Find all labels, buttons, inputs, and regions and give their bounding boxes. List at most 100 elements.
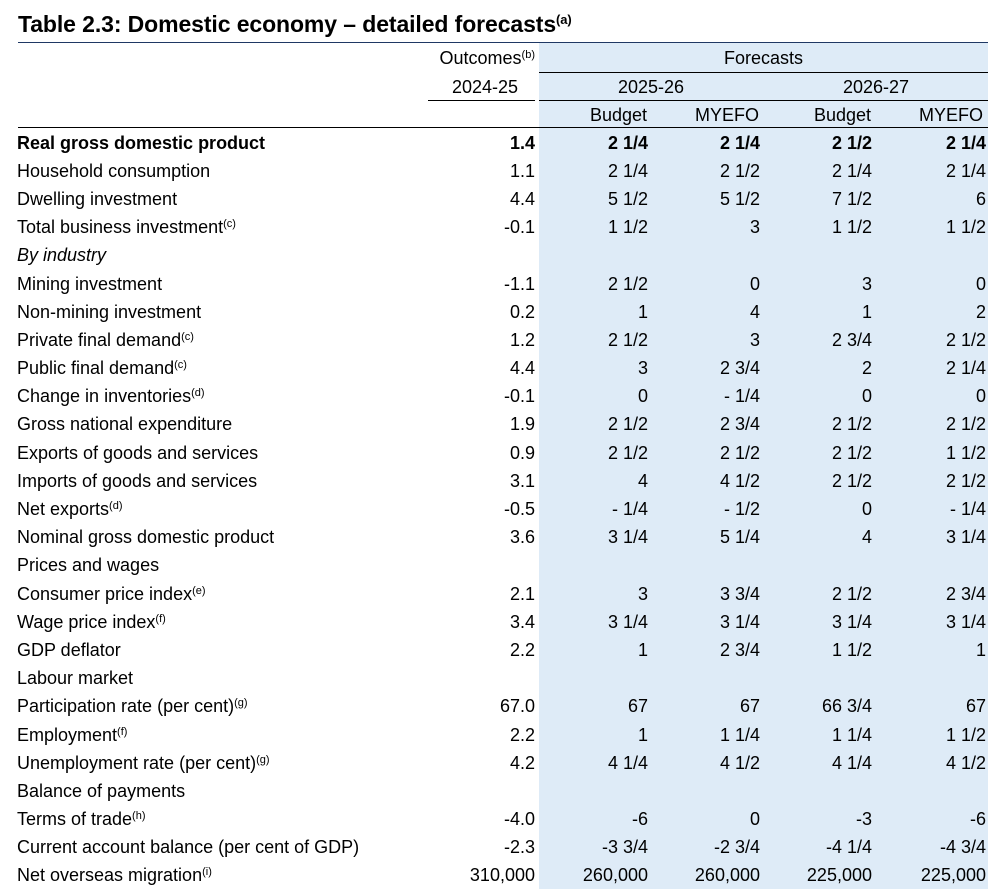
row-value: -4.0 bbox=[503, 809, 535, 830]
row-value bbox=[535, 665, 648, 693]
row-label: Mining investment bbox=[17, 273, 163, 294]
row-value: 0 bbox=[975, 273, 986, 294]
table-row: Nominal gross domestic product 3.6 3 1/4 5 … bbox=[0, 524, 986, 552]
row-value: 66 3/4 bbox=[821, 696, 872, 717]
table-row: Net overseas migration(i) 310,000 260,000 2… bbox=[0, 862, 986, 890]
row-value: 225,000 bbox=[806, 865, 872, 886]
row-value: 2 1/4 bbox=[607, 160, 648, 181]
table-row: Terms of trade(h) -4.0 -6 0 -3 -6 bbox=[0, 806, 986, 834]
table-row: Total business investment(c) -0.1 1 1/2 3 1 … bbox=[0, 214, 986, 242]
row-value: 2 1/2 bbox=[831, 132, 872, 153]
year2-header: 2026-27 bbox=[842, 77, 910, 97]
row-value: -4 1/4 bbox=[825, 837, 872, 858]
row-value: - 1/4 bbox=[611, 499, 648, 520]
row-value: 2 1/2 bbox=[719, 160, 760, 181]
row-value: 1 bbox=[975, 639, 986, 660]
row-value bbox=[535, 242, 648, 270]
row-value: -0.1 bbox=[503, 217, 535, 238]
row-label: Unemployment rate (per cent)(g) bbox=[17, 752, 270, 773]
row-value: 1 bbox=[637, 301, 648, 322]
row-value: -4 3/4 bbox=[939, 837, 986, 858]
row-label: Consumer price index(e) bbox=[17, 583, 206, 604]
row-value: 3 bbox=[637, 358, 648, 379]
row-value: 1 bbox=[637, 639, 648, 660]
row-value: 3.4 bbox=[509, 611, 535, 632]
table-row: Non-mining investment 0.2 1 4 1 2 bbox=[0, 298, 986, 326]
row-label: Public final demand(c) bbox=[17, 358, 187, 379]
row-value: 3 1/4 bbox=[719, 611, 760, 632]
row-label: By industry bbox=[17, 245, 107, 266]
row-value: 3 bbox=[749, 329, 760, 350]
row-value: 5 1/2 bbox=[607, 188, 648, 209]
row-value bbox=[872, 552, 986, 580]
row-value bbox=[648, 242, 760, 270]
row-value bbox=[430, 777, 535, 805]
table-row: Exports of goods and services 0.9 2 1/2 2 1… bbox=[0, 439, 986, 467]
table-row: Balance of payments bbox=[0, 777, 986, 805]
row-value: - 1/4 bbox=[723, 386, 760, 407]
row-value: 310,000 bbox=[469, 865, 535, 886]
row-value: -0.1 bbox=[503, 386, 535, 407]
row-value: 2 1/4 bbox=[607, 132, 648, 153]
table-row: Change in inventories(d) -0.1 0 - 1/4 0 0 bbox=[0, 383, 986, 411]
row-label: Dwelling investment bbox=[17, 188, 178, 209]
years-rule bbox=[539, 100, 988, 101]
row-value: 1 1/2 bbox=[607, 217, 648, 238]
row-value: 4 1/4 bbox=[607, 752, 648, 773]
row-value: 67.0 bbox=[499, 696, 535, 717]
row-value: 3 1/4 bbox=[945, 527, 986, 548]
title-rule bbox=[18, 42, 988, 43]
table-row: Wage price index(f) 3.4 3 1/4 3 1/4 3 1/4 3 1… bbox=[0, 608, 986, 636]
row-value: 2 1/4 bbox=[719, 132, 760, 153]
row-label: Exports of goods and services bbox=[17, 442, 259, 463]
row-value: -3 3/4 bbox=[601, 837, 648, 858]
row-value bbox=[760, 242, 872, 270]
row-value: 1 bbox=[637, 724, 648, 745]
row-value: 1 1/2 bbox=[945, 442, 986, 463]
row-value bbox=[760, 777, 872, 805]
row-value: 4.4 bbox=[509, 188, 535, 209]
row-value: 5 1/2 bbox=[719, 188, 760, 209]
row-value: 1 1/4 bbox=[831, 724, 872, 745]
row-value bbox=[760, 552, 872, 580]
table-row: Gross national expenditure 1.9 2 1/2 2 3/4 2… bbox=[0, 411, 986, 439]
row-value: 2 1/2 bbox=[719, 442, 760, 463]
row-value: 260,000 bbox=[694, 865, 760, 886]
row-value bbox=[430, 242, 535, 270]
table-row: Real gross domestic product 1.4 2 1/4 2 1/4… bbox=[0, 129, 986, 157]
row-label: Total business investment(c) bbox=[17, 217, 236, 238]
header-rule bbox=[18, 127, 988, 128]
row-value bbox=[430, 665, 535, 693]
row-value: 3 1/4 bbox=[607, 611, 648, 632]
row-value: - 1/2 bbox=[723, 499, 760, 520]
table-row: Mining investment -1.1 2 1/2 0 3 0 bbox=[0, 270, 986, 298]
row-value: 0.2 bbox=[509, 301, 535, 322]
table-row: Consumer price index(e) 2.1 3 3 3/4 2 1/2 2 3… bbox=[0, 580, 986, 608]
row-value bbox=[535, 777, 648, 805]
row-value: 67 bbox=[739, 696, 760, 717]
row-value bbox=[648, 777, 760, 805]
table-row: Current account balance (per cent of GDP… bbox=[0, 834, 986, 862]
row-value: 2.1 bbox=[509, 583, 535, 604]
forecast-shading bbox=[539, 43, 988, 889]
row-label: Net overseas migration(i) bbox=[17, 865, 212, 886]
table-row: By industry bbox=[0, 242, 986, 270]
table-row: Unemployment rate (per cent)(g) 4.2 4 1/4 4… bbox=[0, 749, 986, 777]
row-value: 2 3/4 bbox=[831, 329, 872, 350]
row-value: 1 1/2 bbox=[831, 639, 872, 660]
table-row: Prices and wages bbox=[0, 552, 986, 580]
row-value: 3.6 bbox=[509, 527, 535, 548]
row-label: Terms of trade(h) bbox=[17, 809, 146, 830]
row-value: 2.2 bbox=[509, 639, 535, 660]
row-value: 1 1/4 bbox=[719, 724, 760, 745]
row-label: Current account balance (per cent of GDP… bbox=[17, 837, 360, 858]
sub-myefo-2: MYEFO bbox=[918, 105, 983, 125]
row-value: 4 1/2 bbox=[945, 752, 986, 773]
row-value: 7 1/2 bbox=[831, 188, 872, 209]
row-value: 0 bbox=[861, 499, 872, 520]
outcomes-header: Outcomes(b) bbox=[439, 48, 535, 68]
row-value: 2 1/4 bbox=[831, 160, 872, 181]
row-value: 3 1/4 bbox=[945, 611, 986, 632]
row-value: 2 1/2 bbox=[831, 583, 872, 604]
row-value: 2 1/2 bbox=[831, 414, 872, 435]
